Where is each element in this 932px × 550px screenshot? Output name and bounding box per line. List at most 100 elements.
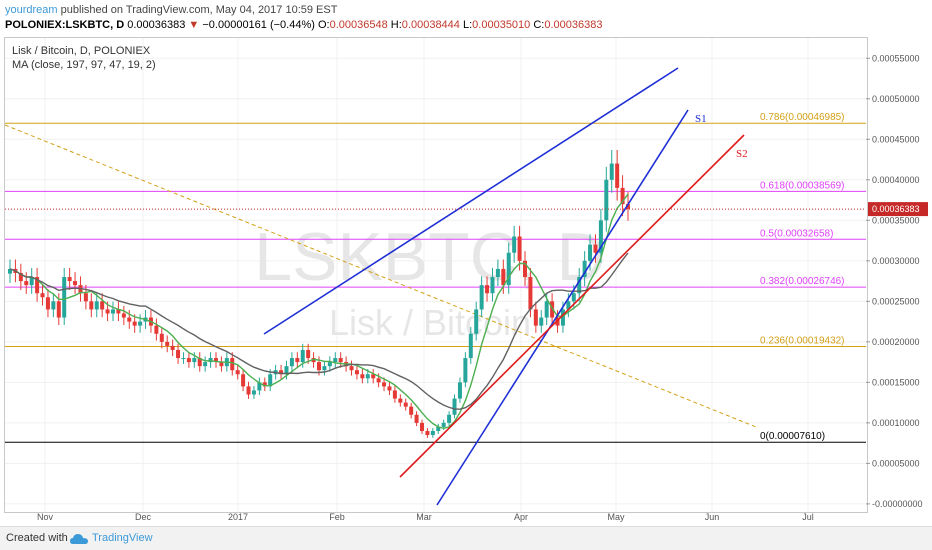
price-chart[interactable]: LSKBTC, D Lisk / Bitcoin 0(0.00007610) 0.… xyxy=(0,0,932,526)
high-label: H: xyxy=(390,19,402,31)
candle-body xyxy=(45,297,50,310)
candle-body xyxy=(111,309,115,314)
candle-body xyxy=(626,204,630,209)
published-text: published on TradingView.com, May 04, 20… xyxy=(60,4,338,16)
fib-label: 0(0.00007610) xyxy=(760,431,825,442)
price-tick-label: 0.00005000 xyxy=(872,458,920,468)
candle-body xyxy=(219,362,224,367)
candle-body xyxy=(571,293,576,302)
candle-body xyxy=(83,293,88,302)
candle-body xyxy=(105,309,110,314)
channel-top-line xyxy=(263,67,679,335)
candle-body xyxy=(268,374,273,387)
candle-body xyxy=(181,358,186,360)
candle-body xyxy=(615,163,620,188)
candle-body xyxy=(609,163,614,180)
fib-label: 0.786(0.00046985) xyxy=(760,112,845,123)
time-tick-label: Feb xyxy=(329,512,345,522)
time-axis: Nov Dec 2017 Feb Mar Apr May Jun Jul xyxy=(37,512,814,522)
created-with-label: Created with xyxy=(6,532,68,544)
indicator-label: MA (close, 197, 97, 47, 19, 2) xyxy=(12,59,156,71)
candle-body xyxy=(566,301,571,310)
candle-body xyxy=(468,333,473,359)
ma-fast-line xyxy=(9,193,629,430)
candle-body xyxy=(517,236,522,261)
open-label: O: xyxy=(317,19,330,31)
candle-body xyxy=(528,277,533,310)
symbol-quote-bar: POLONIEX:LSKBTC, D 0.00036383 ▼ −0.00000… xyxy=(5,19,602,31)
time-tick-label: 2017 xyxy=(228,512,248,522)
candle-body xyxy=(246,386,251,395)
change-arrow-icon: ▼ xyxy=(188,19,200,31)
candle-body xyxy=(62,277,67,318)
watermark-symbol: LSKBTC, D xyxy=(254,219,605,295)
candle-body xyxy=(403,402,408,407)
chart-frame[interactable] xyxy=(4,37,868,513)
tradingview-link[interactable]: TradingView xyxy=(92,532,153,544)
candle-body xyxy=(262,382,267,387)
candle-body xyxy=(127,317,132,322)
author-link[interactable]: yourdream xyxy=(5,4,58,16)
time-tick-label: Jun xyxy=(705,512,720,522)
candle-body xyxy=(35,277,40,294)
candle-body xyxy=(593,244,598,253)
candle-body xyxy=(382,382,387,387)
candle-body xyxy=(533,309,538,326)
candle-body xyxy=(447,414,452,423)
footer-bar: Created with TradingView xyxy=(0,526,932,550)
candle-body xyxy=(414,414,419,423)
candle-body xyxy=(322,366,327,371)
candle-body xyxy=(495,268,500,278)
trend-label-s1: S1 xyxy=(695,113,707,125)
fib-levels: 0(0.00007610) 0.236(0.00019432) 0.382(0.00… xyxy=(4,112,866,443)
price-tick-label: 0.00020000 xyxy=(872,337,920,347)
candle-body xyxy=(208,358,213,363)
candle-body xyxy=(67,277,72,282)
candle-body xyxy=(598,220,603,253)
candle-body xyxy=(284,366,289,375)
candle-body xyxy=(327,362,332,367)
close-label: C: xyxy=(533,19,545,31)
candle-body xyxy=(121,313,126,318)
symbol-label: POLONIEX:LSKBTC, D xyxy=(5,19,125,31)
grid xyxy=(5,38,866,512)
candle-body xyxy=(29,277,34,286)
candle-body xyxy=(349,366,354,371)
candle-body xyxy=(376,378,381,383)
candle-body xyxy=(485,285,490,294)
candle-body xyxy=(604,179,609,221)
candle-body xyxy=(192,358,197,363)
support-s2-line xyxy=(399,134,745,478)
candle-body xyxy=(40,293,45,298)
price-tick-label: 0.00030000 xyxy=(872,256,920,266)
last-price-tag xyxy=(868,202,928,217)
time-tick-label: Nov xyxy=(37,512,54,522)
support-s1-line xyxy=(436,109,689,506)
time-tick-label: Mar xyxy=(416,512,432,522)
candle-body xyxy=(186,358,191,363)
candle-body xyxy=(392,390,397,399)
candle-body xyxy=(490,277,495,294)
last-price-tag-label: 0.00036383 xyxy=(872,204,920,214)
candle-body xyxy=(338,358,343,363)
candle-body xyxy=(165,341,170,346)
price-axis: -0.00000000 0.00005000 0.00010000 0.0001500… xyxy=(5,53,928,509)
candle-body xyxy=(333,358,338,363)
candle-body xyxy=(457,382,462,399)
candle-body xyxy=(523,260,527,278)
ma-slow-line xyxy=(9,252,629,410)
candle-body xyxy=(89,301,94,310)
candle-body xyxy=(154,325,159,334)
candle-body xyxy=(8,268,12,274)
dashed-trend-line xyxy=(4,124,757,428)
publish-info-bar: yourdream published on TradingView.com, … xyxy=(0,0,932,20)
candle-body xyxy=(512,236,517,253)
candle-body xyxy=(463,358,468,383)
candle-body xyxy=(197,358,202,367)
candle-body xyxy=(295,358,300,363)
candle-body xyxy=(420,422,424,431)
candle-body xyxy=(501,268,506,286)
price-tick-label: 0.00055000 xyxy=(872,53,920,63)
candle-body xyxy=(18,272,23,282)
time-tick-label: Dec xyxy=(135,512,152,522)
